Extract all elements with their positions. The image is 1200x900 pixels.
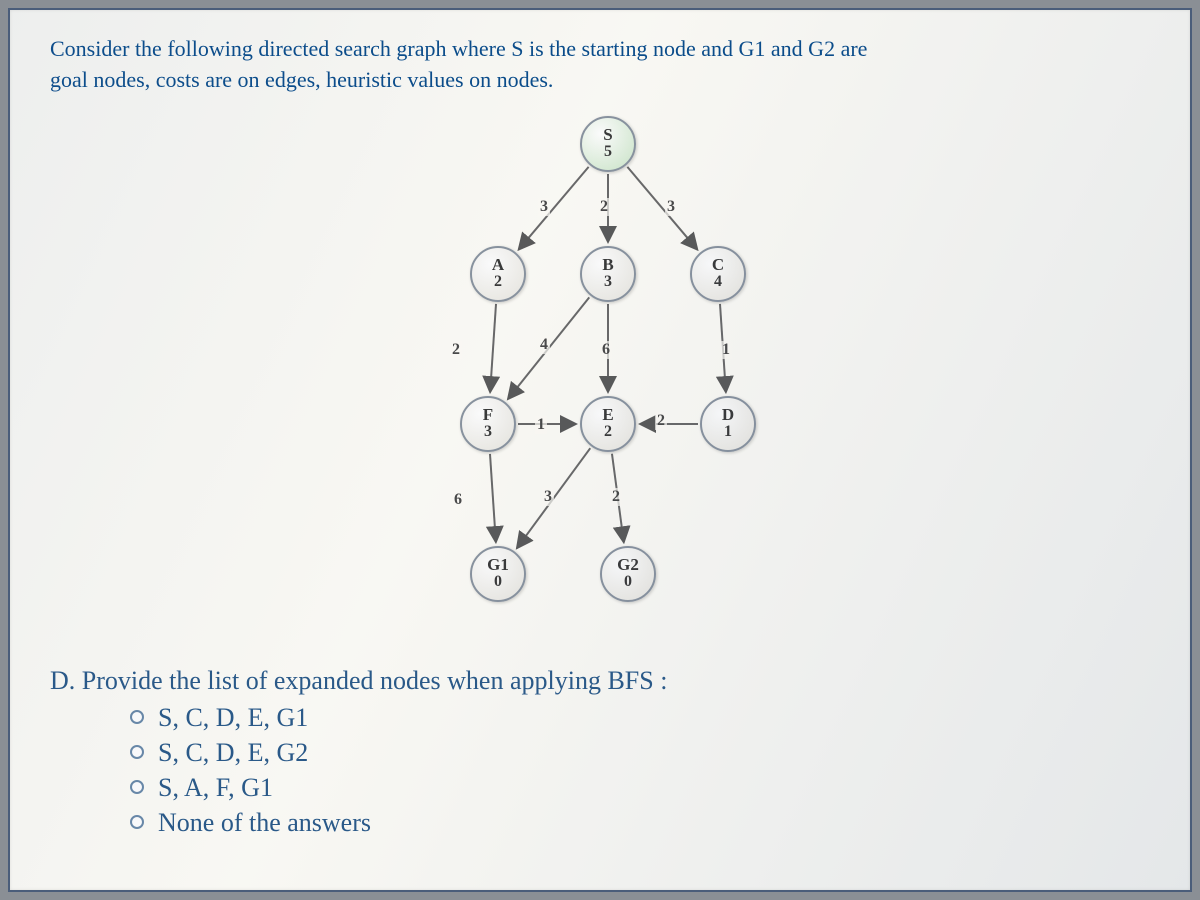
edge-cost-B-F: 4 bbox=[538, 336, 550, 354]
node-e: E2 bbox=[580, 396, 636, 452]
node-c: C4 bbox=[690, 246, 746, 302]
node-label: E bbox=[602, 406, 613, 423]
node-label: A bbox=[492, 256, 504, 273]
edge-cost-E-G1: 3 bbox=[542, 488, 554, 506]
node-label: C bbox=[712, 256, 724, 273]
option-label: S, C, D, E, G2 bbox=[158, 735, 308, 770]
node-heuristic: 4 bbox=[714, 273, 722, 291]
radio-icon bbox=[130, 710, 144, 724]
option-label: None of the answers bbox=[158, 805, 371, 840]
edge-cost-F-E: 1 bbox=[535, 416, 547, 434]
prompt-text: Consider the following directed search g… bbox=[50, 34, 1150, 96]
node-g2: G20 bbox=[600, 546, 656, 602]
node-f: F3 bbox=[460, 396, 516, 452]
radio-icon bbox=[130, 745, 144, 759]
node-label: B bbox=[602, 256, 613, 273]
option-4[interactable]: None of the answers bbox=[130, 805, 1150, 840]
question-block: D. Provide the list of expanded nodes wh… bbox=[50, 666, 1150, 840]
radio-icon bbox=[130, 780, 144, 794]
edge-cost-C-D: 1 bbox=[720, 341, 732, 359]
node-a: A2 bbox=[470, 246, 526, 302]
edge-S-C bbox=[627, 166, 697, 249]
node-label: G2 bbox=[617, 556, 639, 573]
node-heuristic: 1 bbox=[724, 423, 732, 441]
edge-cost-D-E: 2 bbox=[655, 412, 667, 430]
radio-icon bbox=[130, 815, 144, 829]
edge-F-G1 bbox=[490, 454, 496, 542]
prompt-line-2: goal nodes, costs are on edges, heuristi… bbox=[50, 67, 553, 92]
node-heuristic: 2 bbox=[494, 273, 502, 291]
question-stem: D. Provide the list of expanded nodes wh… bbox=[50, 666, 1150, 696]
node-s: S5 bbox=[580, 116, 636, 172]
edge-A-F bbox=[490, 304, 496, 392]
option-1[interactable]: S, C, D, E, G1 bbox=[130, 700, 1150, 735]
node-heuristic: 0 bbox=[624, 573, 632, 591]
node-heuristic: 3 bbox=[604, 273, 612, 291]
edge-cost-S-B: 2 bbox=[598, 198, 610, 216]
node-label: G1 bbox=[487, 556, 509, 573]
option-label: S, A, F, G1 bbox=[158, 770, 273, 805]
question-card: Consider the following directed search g… bbox=[8, 8, 1192, 892]
node-heuristic: 0 bbox=[494, 573, 502, 591]
option-2[interactable]: S, C, D, E, G2 bbox=[130, 735, 1150, 770]
node-heuristic: 2 bbox=[604, 423, 612, 441]
edge-cost-E-G2: 2 bbox=[610, 488, 622, 506]
node-label: S bbox=[603, 126, 612, 143]
edge-S-A bbox=[519, 166, 589, 249]
edge-cost-A-F: 2 bbox=[450, 341, 462, 359]
answer-options: S, C, D, E, G1 S, C, D, E, G2 S, A, F, G… bbox=[130, 700, 1150, 840]
node-label: D bbox=[722, 406, 734, 423]
node-g1: G10 bbox=[470, 546, 526, 602]
edge-cost-F-G1: 6 bbox=[452, 491, 464, 509]
edge-cost-S-A: 3 bbox=[538, 198, 550, 216]
node-label: F bbox=[483, 406, 493, 423]
search-graph: S5A2B3C4F3E2D1G10G20 323246112632 bbox=[350, 116, 850, 646]
node-b: B3 bbox=[580, 246, 636, 302]
prompt-line-1: Consider the following directed search g… bbox=[50, 36, 867, 61]
edge-cost-B-E: 6 bbox=[600, 341, 612, 359]
option-label: S, C, D, E, G1 bbox=[158, 700, 308, 735]
node-heuristic: 3 bbox=[484, 423, 492, 441]
option-3[interactable]: S, A, F, G1 bbox=[130, 770, 1150, 805]
node-heuristic: 5 bbox=[604, 143, 612, 161]
node-d: D1 bbox=[700, 396, 756, 452]
edge-cost-S-C: 3 bbox=[665, 198, 677, 216]
